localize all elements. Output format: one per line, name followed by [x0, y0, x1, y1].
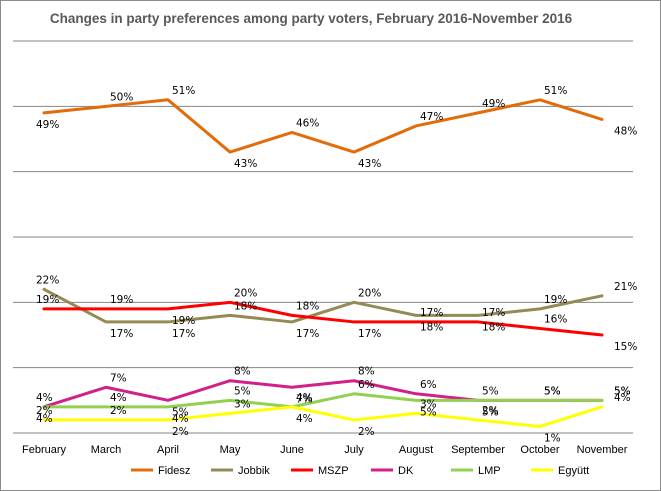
- legend-label: Együtt: [558, 465, 589, 477]
- data-label: 22%: [36, 274, 59, 286]
- data-label: 2%: [482, 405, 499, 417]
- legend-label: LMP: [478, 465, 501, 477]
- data-label: 17%: [482, 307, 505, 319]
- data-label: 4%: [296, 413, 313, 425]
- x-tick-label: September: [451, 444, 505, 456]
- x-tick-label: July: [344, 444, 364, 456]
- series-line-jobbik: [42, 287, 604, 324]
- data-label: 17%: [110, 328, 133, 340]
- data-label: 5%: [482, 406, 499, 418]
- legend-label: MSZP: [318, 465, 349, 477]
- x-tick-label: March: [91, 444, 122, 456]
- series-line-együtt: [42, 405, 604, 428]
- x-tick-label: May: [220, 444, 241, 456]
- data-label: 17%: [296, 328, 319, 340]
- x-tick-label: November: [577, 444, 628, 456]
- data-label: 43%: [234, 158, 257, 170]
- data-label: 5%: [544, 385, 561, 397]
- series-line-dk: [42, 379, 604, 409]
- data-label: 2%: [36, 405, 53, 417]
- x-tick-label: June: [280, 444, 304, 456]
- data-label: 43%: [358, 158, 381, 170]
- data-label: 17%: [172, 328, 195, 340]
- data-label: 18%: [482, 321, 505, 333]
- legend-label: Jobbik: [238, 465, 270, 477]
- data-label: 3%: [420, 398, 437, 410]
- x-tick-label: April: [157, 444, 179, 456]
- data-label: 2%: [172, 426, 189, 438]
- x-tick-label: February: [22, 444, 67, 456]
- data-label: 16%: [544, 313, 567, 325]
- data-label: 18%: [296, 300, 319, 312]
- data-label: 21%: [614, 281, 637, 293]
- data-label: 8%: [358, 366, 375, 378]
- data-label: 4%: [36, 392, 53, 404]
- data-label: 19%: [110, 294, 133, 306]
- data-label: 18%: [420, 321, 443, 333]
- data-label: 51%: [172, 85, 195, 97]
- data-label: 51%: [544, 85, 567, 97]
- data-label: 19%: [544, 294, 567, 306]
- legend-label: DK: [398, 465, 414, 477]
- data-label: 7%: [296, 393, 313, 405]
- series-lines: [42, 98, 604, 428]
- data-label: 19%: [36, 294, 59, 306]
- x-tick-label: August: [399, 444, 433, 456]
- data-label: 8%: [234, 366, 251, 378]
- data-label: 4%: [172, 413, 189, 425]
- data-label: 49%: [36, 119, 59, 131]
- data-label: 5%: [172, 406, 189, 418]
- data-label: 46%: [296, 117, 319, 129]
- data-label: 48%: [614, 125, 637, 137]
- data-label: 17%: [358, 328, 381, 340]
- data-label: 4%: [36, 413, 53, 425]
- legend-label: Fidesz: [158, 465, 190, 477]
- data-label: 5%: [544, 385, 561, 397]
- data-label: 18%: [234, 300, 257, 312]
- data-label: 5%: [614, 385, 631, 397]
- data-label: 5%: [482, 385, 499, 397]
- data-label: 20%: [234, 287, 257, 299]
- data-label: 50%: [110, 91, 133, 103]
- series-line-lmp: [42, 392, 604, 409]
- data-label: 19%: [172, 315, 195, 327]
- data-label: 5%: [420, 406, 437, 418]
- data-label: 5%: [234, 385, 251, 397]
- legend: Fidesz Jobbik MSZP DK LMP Együtt: [131, 465, 589, 477]
- data-label: 15%: [614, 341, 637, 353]
- data-label: 4%: [296, 392, 313, 404]
- data-label: 6%: [420, 379, 437, 391]
- data-label: 47%: [420, 111, 443, 123]
- data-label: 2%: [358, 426, 375, 438]
- data-labels: 49%50%51%43%46%43%47%49%51%48%22%17% 17%1…: [36, 85, 637, 445]
- data-label: 3%: [234, 398, 251, 410]
- data-label: 2%: [110, 405, 127, 417]
- data-label: 49%: [482, 98, 505, 110]
- series-line-mszp: [42, 300, 604, 337]
- data-label: 5%: [614, 385, 631, 397]
- data-label: 4%: [614, 392, 631, 404]
- data-label: 4%: [110, 392, 127, 404]
- data-label: 17%: [420, 307, 443, 319]
- x-axis-tick-labels: February March April May June July August Septe…: [22, 444, 628, 456]
- series-line-fidesz: [42, 98, 604, 154]
- chart-title: Changes in party preferences among party…: [50, 11, 573, 26]
- x-tick-label: October: [520, 444, 559, 456]
- data-label: 1%: [544, 432, 561, 444]
- data-label: 20%: [358, 287, 381, 299]
- data-label: 7%: [110, 372, 127, 384]
- data-label: 6%: [358, 379, 375, 391]
